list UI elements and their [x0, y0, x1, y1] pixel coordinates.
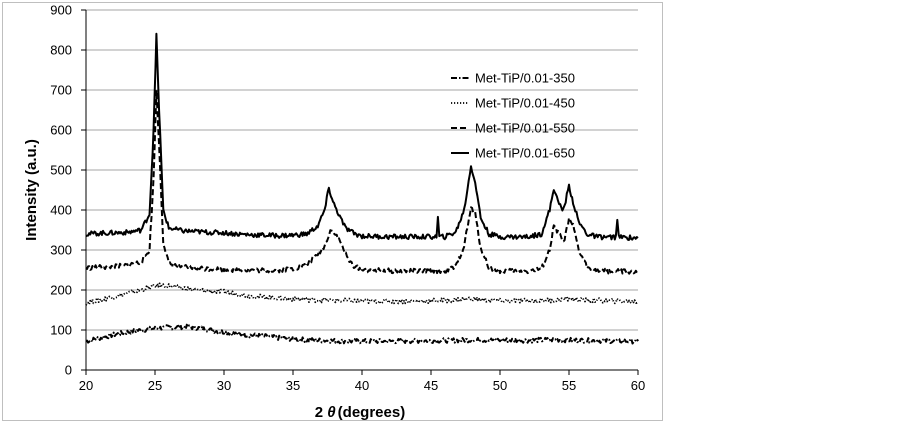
series-layer [85, 32, 639, 345]
y-tick-label-800: 800 [50, 43, 72, 58]
x-tick-label-45: 45 [424, 378, 438, 393]
legend-label-2: Met-TiP/0.01-450 [475, 96, 575, 111]
y-tick-label-900: 900 [50, 3, 72, 18]
y-tick-label-200: 200 [50, 283, 72, 298]
axes [85, 10, 638, 371]
series-line-3 [85, 89, 639, 275]
x-tick-label-35: 35 [286, 378, 300, 393]
x-axis-title: 2 θ (degrees) [315, 404, 405, 421]
chart-frame [2, 2, 663, 421]
x-tick-label-55: 55 [562, 378, 576, 393]
x-tick-labels: 20 25 30 35 40 45 50 55 60 [79, 370, 645, 393]
y-tick-labels: 0 100 200 300 400 500 600 700 800 900 [50, 3, 86, 378]
legend-label-4: Met-TiP/0.01-650 [475, 146, 575, 161]
y-tick-label-600: 600 [50, 123, 72, 138]
x-axis-title-suffix: (degrees) [338, 404, 406, 421]
y-tick-label-0: 0 [65, 363, 72, 378]
series-line-4 [85, 32, 639, 241]
x-axis-title-symbol: θ [327, 404, 336, 421]
x-tick-label-40: 40 [355, 378, 369, 393]
y-tick-label-300: 300 [50, 243, 72, 258]
y-tick-label-100: 100 [50, 323, 72, 338]
y-tick-label-500: 500 [50, 163, 72, 178]
x-tick-label-20: 20 [79, 378, 93, 393]
legend-label-1: Met-TiP/0.01-350 [475, 71, 575, 86]
series-line-1 [85, 323, 639, 345]
series-line-2 [85, 282, 639, 306]
legend-label-3: Met-TiP/0.01-550 [475, 121, 575, 136]
y-tick-label-400: 400 [50, 203, 72, 218]
gridlines [86, 9, 638, 371]
x-tick-label-30: 30 [217, 378, 231, 393]
x-tick-label-50: 50 [493, 378, 507, 393]
y-tick-label-700: 700 [50, 83, 72, 98]
x-tick-label-25: 25 [148, 378, 162, 393]
x-tick-label-60: 60 [631, 378, 645, 393]
y-axis-title: Intensity (a.u.) [23, 139, 40, 241]
x-axis-title-prefix: 2 [315, 404, 328, 421]
legend: Met-TiP/0.01-350 Met-TiP/0.01-450 Met-TiP/… [451, 71, 575, 161]
